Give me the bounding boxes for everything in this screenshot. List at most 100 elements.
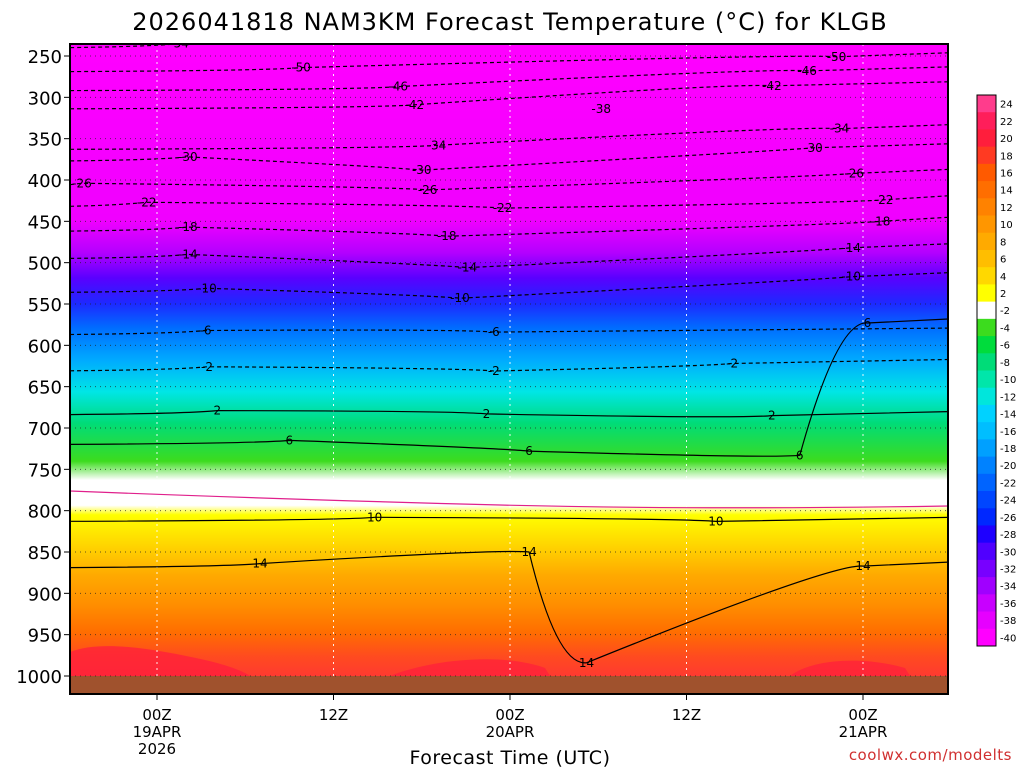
contour-label: -26 xyxy=(72,176,92,190)
contour-label: 6 xyxy=(525,444,533,458)
x-tick-label: 12Z xyxy=(319,706,348,724)
contour-label: 14 xyxy=(855,559,870,573)
colorbar-tick-label: -4 xyxy=(1000,323,1010,334)
contour-label: -34 xyxy=(830,122,850,136)
contour-label: -22 xyxy=(874,193,894,207)
colorbar-tick-label: 12 xyxy=(1000,203,1013,214)
colorbar-swatch xyxy=(977,112,996,130)
contour-label: -10 xyxy=(197,281,217,295)
contour-line xyxy=(70,409,948,418)
x-tick-label: 19APR xyxy=(133,723,182,741)
colorbar-swatch xyxy=(977,181,996,199)
contour-label: 6 xyxy=(864,316,872,330)
contour-label: -30 xyxy=(412,163,432,177)
contour-labels: -58-54 -54-50-50-46-46-42-42-38-34-34-30-… xyxy=(72,37,894,670)
contour-label: 10 xyxy=(367,510,382,524)
colorbar-tick-label: -14 xyxy=(1000,410,1016,421)
colorbar-swatch xyxy=(977,628,996,647)
x-tick-label: 12Z xyxy=(672,706,701,724)
contour-line xyxy=(70,143,948,171)
contour-label: -22 xyxy=(493,201,513,215)
contour-line xyxy=(70,318,948,457)
warm-region xyxy=(70,646,250,676)
colorbar-tick-label: -26 xyxy=(1000,513,1016,524)
contour-lines xyxy=(70,44,948,664)
contour-label: -18 xyxy=(178,220,198,234)
colorbar-tick-label: -24 xyxy=(1000,496,1016,507)
colorbar-swatch xyxy=(977,336,996,354)
colorbar-tick-label: 8 xyxy=(1000,237,1006,248)
contour-label: -26 xyxy=(844,166,864,180)
contour-line xyxy=(70,124,948,150)
contour-label: -30 xyxy=(178,150,198,164)
y-tick-label: 500 xyxy=(28,254,62,275)
colorbar-swatch xyxy=(977,370,996,389)
contour-label: -14 xyxy=(458,261,478,275)
contour-label: -14 xyxy=(841,241,861,255)
contour-label: -34 xyxy=(427,138,447,152)
colorbar-swatch xyxy=(977,95,996,113)
colorbar-tick-label: -32 xyxy=(1000,565,1016,576)
colorbar-tick-label: 10 xyxy=(1000,220,1013,231)
contour-label: -18 xyxy=(871,214,891,228)
zero-isotherm xyxy=(70,490,948,509)
colorbar-swatch xyxy=(977,163,996,182)
colorbar-swatch xyxy=(977,215,996,234)
contour-line xyxy=(70,66,948,92)
colorbar-swatch xyxy=(977,301,996,320)
contour-label: -22 xyxy=(137,195,157,209)
contour-line xyxy=(70,243,948,269)
colorbar-swatch xyxy=(977,353,996,371)
colorbar-swatch xyxy=(977,439,996,458)
contour-line xyxy=(70,195,948,209)
contour-label: 2 xyxy=(768,409,776,423)
colorbar-tick-label: -8 xyxy=(1000,358,1010,369)
y-tick-label: 550 xyxy=(28,295,62,316)
colorbar-swatch xyxy=(977,473,996,492)
colorbar-tick-label: -2 xyxy=(1000,306,1010,317)
contour-label: -6 xyxy=(200,323,212,337)
colorbar-tick-label: 16 xyxy=(1000,168,1013,179)
colorbar-frame xyxy=(976,94,997,647)
y-tick-label: 950 xyxy=(28,626,62,647)
contour-label: -2 xyxy=(488,364,500,378)
y-tick-label: 400 xyxy=(28,171,62,192)
y-tick-label: 250 xyxy=(28,47,62,68)
contour-label: -18 xyxy=(437,229,457,243)
colorbar-swatch xyxy=(977,508,996,526)
colorbar-tick-label: 20 xyxy=(1000,134,1013,145)
y-tick-label: 850 xyxy=(28,543,62,564)
x-tick-label: 00Z xyxy=(848,706,877,724)
x-tick-label: 20APR xyxy=(486,723,535,741)
colorbar-swatch xyxy=(977,129,996,148)
colorbar-swatch xyxy=(977,318,996,337)
temperature-field xyxy=(70,44,948,694)
colorbar-swatch xyxy=(977,594,996,613)
y-tick-label: 450 xyxy=(28,212,62,233)
colorbar-tick-label: -36 xyxy=(1000,599,1016,610)
contour-label: -50 xyxy=(827,50,847,64)
contour-label: -2 xyxy=(201,360,213,374)
y-tick-label: 700 xyxy=(28,419,62,440)
y-tick-label: 800 xyxy=(28,502,62,523)
contour-line xyxy=(70,516,948,523)
colorbar-tick-label: 2 xyxy=(1000,289,1006,300)
colorbar-swatch xyxy=(977,232,996,251)
colorbar-tick-label: -12 xyxy=(1000,392,1016,403)
contour-label: -26 xyxy=(418,183,438,197)
colorbar-tick-label: 6 xyxy=(1000,255,1006,266)
y-tick-label: 1000 xyxy=(16,667,62,688)
contour-line xyxy=(70,327,948,336)
contour-label: -46 xyxy=(797,64,817,78)
contour-label: 2 xyxy=(483,407,491,421)
contour-label: 6 xyxy=(796,448,804,462)
y-tick-label: 600 xyxy=(28,336,62,357)
contour-label: 14 xyxy=(252,557,267,571)
colorbar: 24 22 20 18 16 14 12 10 8 6 4 2 -2 -4 -6 -8 -10 -12 -14 -16… xyxy=(976,94,1016,647)
colorbar-tick-label: -30 xyxy=(1000,547,1016,558)
colorbar-swatch xyxy=(977,387,996,406)
contour-label: -54 xyxy=(169,37,189,51)
plot-area: -58-54 -54-50-50-46-46-42-42-38-34-34-30-… xyxy=(70,37,948,694)
